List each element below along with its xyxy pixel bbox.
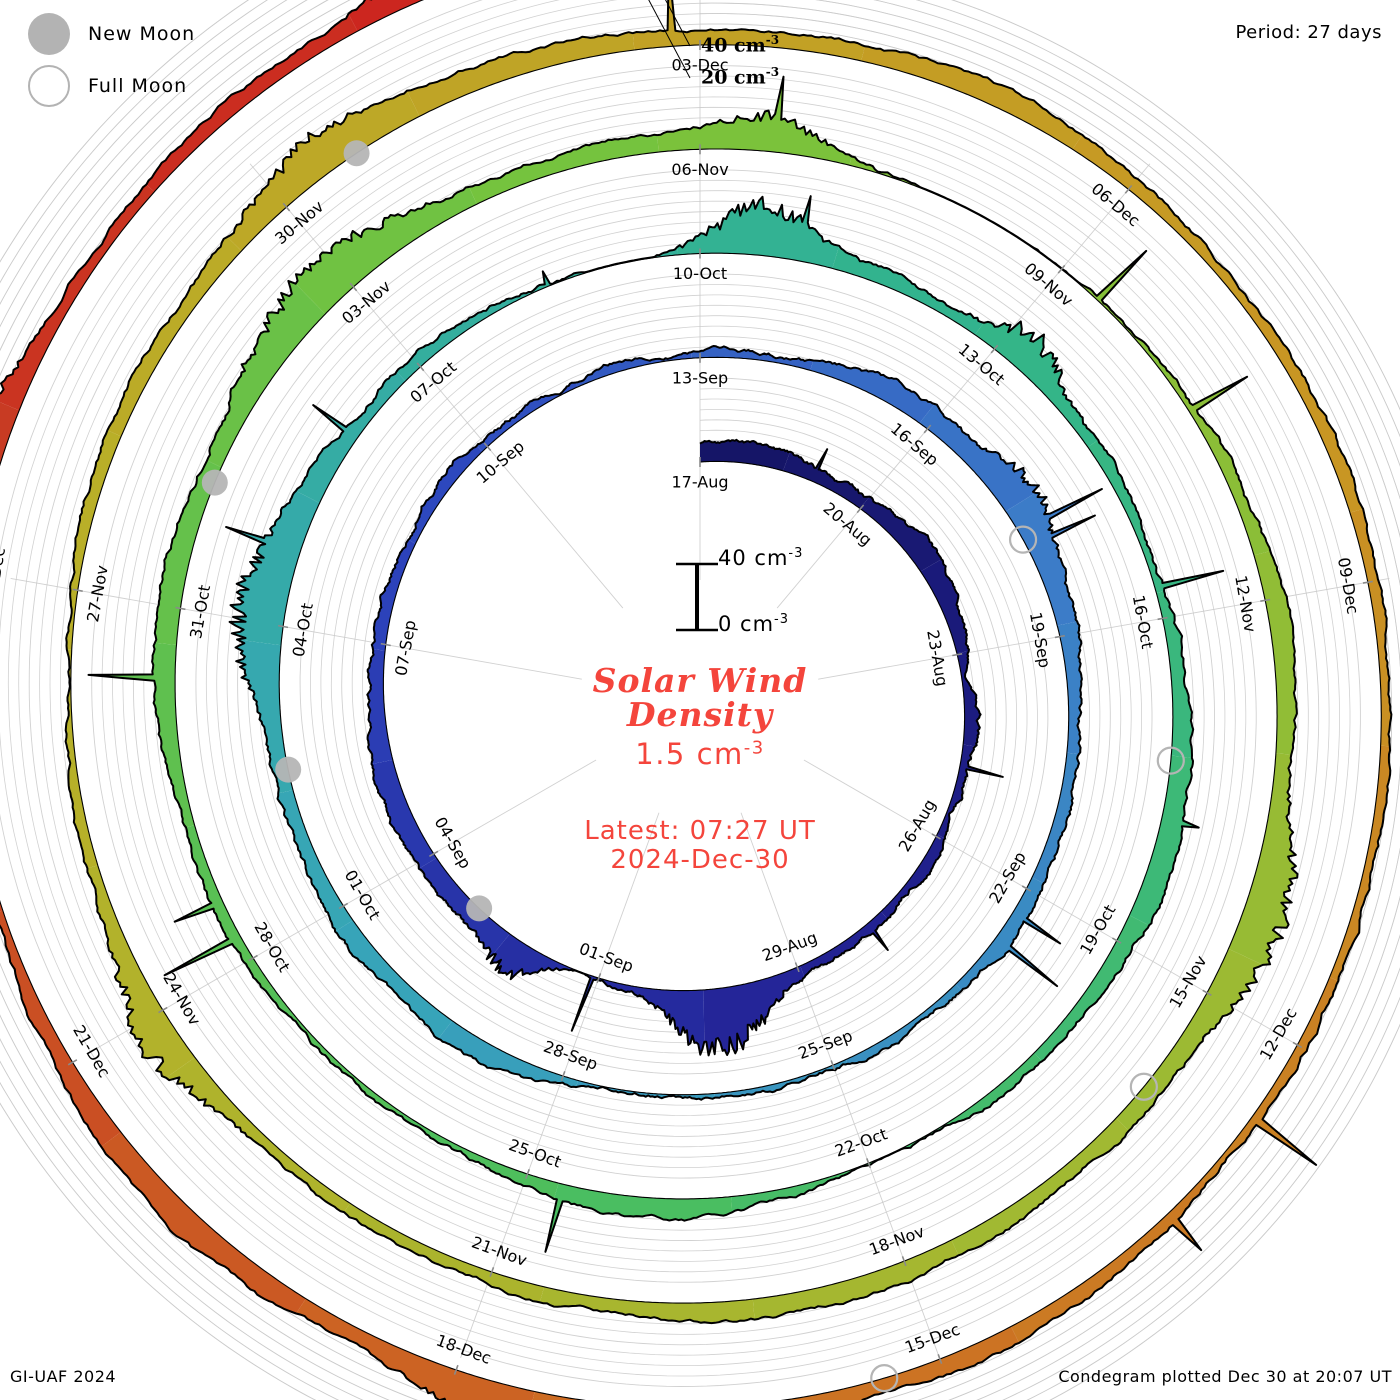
legend-item-new-moon: New Moon	[22, 8, 322, 60]
date-tick-label: 22-Oct	[832, 1124, 889, 1160]
latest-time: Latest: 07:27 UT	[584, 815, 816, 846]
legend-label-full-moon: Full Moon	[88, 75, 188, 97]
scale-bar: 40 cm-3 0 cm-3	[450, 546, 950, 642]
full-moon-icon	[28, 65, 70, 107]
new-moon-icon	[28, 13, 70, 55]
radial-tick-label-20: 20 cm-3	[701, 65, 780, 89]
scale-bar-glyph	[676, 562, 718, 632]
center-annotation-block: 40 cm-3 0 cm-3 Solar Wind Density 1.5 cm…	[450, 546, 950, 876]
scale-bar-bottom-label: 0 cm-3	[718, 612, 790, 636]
date-tick-label: 19-Sep	[1026, 611, 1054, 670]
latest-timestamp: Latest: 07:27 UT 2024-Dec-30	[450, 815, 950, 876]
date-tick-label: 27-Nov	[83, 564, 112, 624]
date-tick-label: 21-Nov	[469, 1233, 529, 1270]
date-tick-label: 29-Aug	[760, 928, 820, 965]
date-tick-label: 01-Sep	[577, 939, 636, 976]
date-tick-label: 31-Oct	[186, 583, 214, 640]
radial-tick-label-40: 40 cm-3	[701, 33, 780, 57]
date-tick-label: 18-Dec	[434, 1331, 494, 1368]
current-value: 1.5 cm-3	[635, 736, 765, 771]
date-tick-label: 13-Sep	[672, 368, 728, 387]
chart-title: Solar Wind Density	[450, 661, 950, 735]
date-tick-label: 04-Oct	[289, 602, 317, 659]
moon-phase-legend: New Moon Full Moon	[22, 8, 322, 112]
chart-title-line1: Solar Wind	[592, 661, 808, 700]
chart-title-line2: Density	[626, 695, 774, 735]
legend-item-full-moon: Full Moon	[22, 60, 322, 112]
date-tick-label: 28-Sep	[541, 1037, 600, 1074]
latest-date: 2024-Dec-30	[610, 845, 790, 876]
scale-bar-top-label: 40 cm-3	[718, 546, 804, 570]
footer-credit: GI-UAF 2024	[10, 1367, 117, 1386]
date-tick-label: 06-Nov	[671, 160, 728, 179]
date-tick-label: 09-Dec	[1334, 556, 1363, 616]
date-tick-label: 07-Sep	[391, 619, 419, 678]
footer-plot-stamp: Condegram plotted Dec 30 at 20:07 UT	[1058, 1367, 1392, 1386]
date-tick-label: 17-Aug	[671, 473, 728, 492]
date-tick-label: 24-Dec	[0, 546, 9, 606]
date-tick-label: 12-Nov	[1231, 574, 1260, 634]
date-tick-label: 16-Oct	[1129, 594, 1157, 651]
date-tick-label: 09-Nov	[1021, 259, 1077, 310]
date-tick-label: 10-Oct	[673, 264, 727, 283]
date-tick-label: 25-Oct	[506, 1135, 563, 1171]
period-label: Period: 27 days	[1235, 22, 1382, 43]
legend-label-new-moon: New Moon	[88, 23, 196, 45]
